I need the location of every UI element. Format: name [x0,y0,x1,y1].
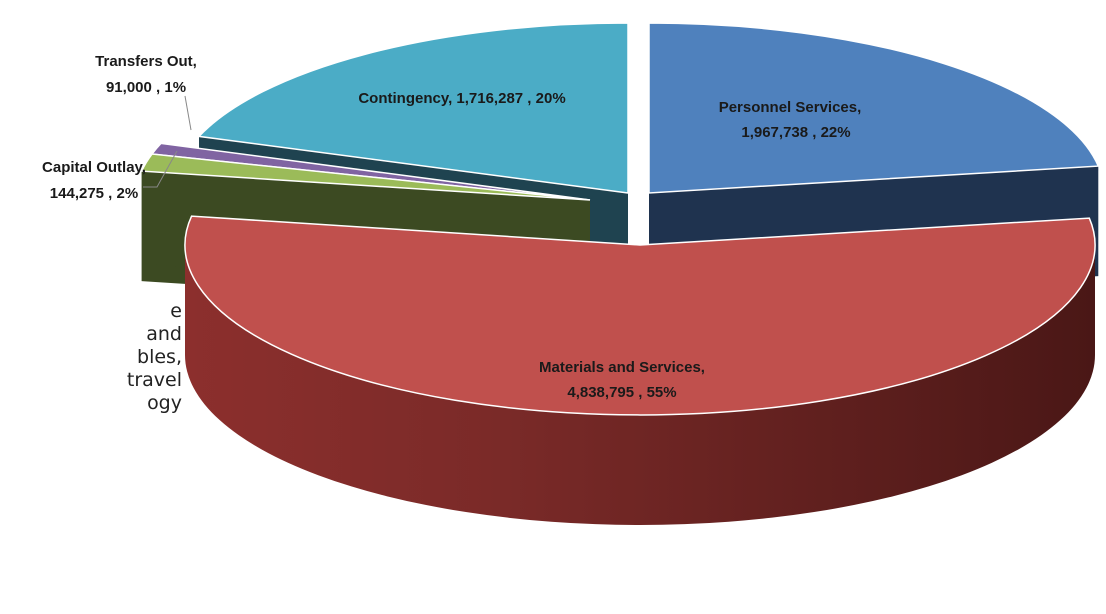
label-transfers-line1: Transfers Out, [95,53,197,70]
slice-side-materials-and-services [185,245,1095,525]
label-personnel-line1: Personnel Services, [719,99,862,116]
truncated-side-text: e and bles, travel ogy [0,300,182,415]
side-text-line: and [146,323,182,345]
label-contingency: Contingency, 1,716,287 , 20% [358,90,565,107]
label-materials-line1: Materials and Services, [539,359,705,376]
side-text-line: ogy [147,392,182,414]
slice-materials-and-services [184,215,1096,416]
side-text-line: travel [126,369,182,391]
slice-capital-outlay [140,153,591,201]
label-transfers-line2: 91,000 , 1% [106,79,186,96]
leader-line-transfers [184,95,192,131]
label-capital-line2: 144,275 , 2% [50,185,138,202]
side-text-line: e [170,300,182,322]
slice-personnel-services [648,22,1100,194]
leader-line-capital [143,150,178,188]
slice-contingency [197,22,629,194]
label-materials-line2: 4,838,795 , 55% [567,384,676,401]
label-personnel-line2: 1,967,738 , 22% [741,124,850,141]
side-text-line: bles, [137,346,182,368]
label-capital-line1: Capital Outlay, [42,159,146,176]
